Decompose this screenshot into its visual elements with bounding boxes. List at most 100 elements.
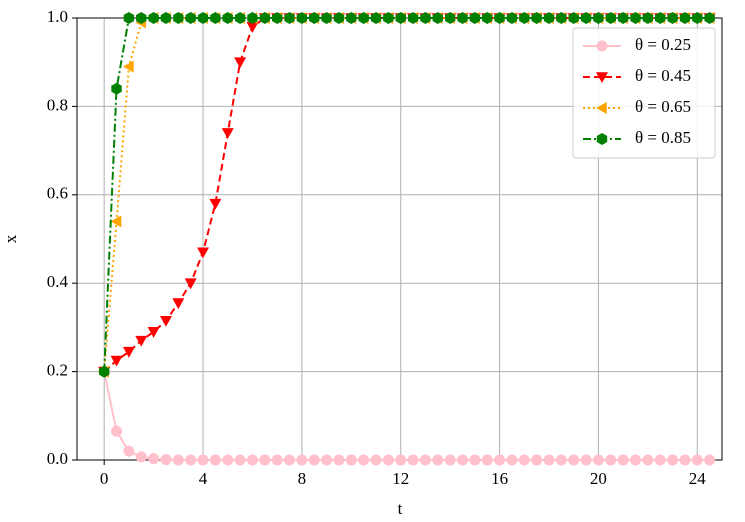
data-point xyxy=(679,12,691,24)
data-point xyxy=(309,12,320,24)
data-point xyxy=(630,454,642,466)
data-point xyxy=(209,198,222,210)
y-tick-label: 0.2 xyxy=(47,361,68,380)
data-point xyxy=(580,12,592,24)
data-point xyxy=(209,454,221,466)
data-point xyxy=(642,454,654,466)
legend-label: θ = 0.85 xyxy=(635,128,691,147)
data-point xyxy=(692,12,703,24)
data-point xyxy=(407,12,419,24)
data-point xyxy=(159,315,172,327)
data-point xyxy=(383,12,394,24)
data-point xyxy=(407,454,419,466)
x-tick-label: 4 xyxy=(199,469,208,488)
series-line xyxy=(103,371,710,461)
data-point xyxy=(679,454,691,466)
data-point xyxy=(605,12,616,24)
data-point xyxy=(173,12,184,24)
data-point xyxy=(185,12,196,24)
data-point xyxy=(246,22,259,33)
data-point xyxy=(358,454,370,466)
data-point xyxy=(197,454,209,466)
legend-label: θ = 0.25 xyxy=(635,35,691,54)
data-point xyxy=(333,454,345,466)
data-point xyxy=(110,355,123,367)
data-point xyxy=(382,454,394,466)
data-point xyxy=(296,454,308,466)
x-tick-label: 16 xyxy=(491,469,508,488)
data-point xyxy=(135,451,147,463)
data-point xyxy=(457,12,468,24)
series xyxy=(98,12,715,378)
data-point xyxy=(160,454,172,466)
data-point xyxy=(506,454,518,466)
data-point xyxy=(543,12,555,24)
data-point xyxy=(222,12,233,24)
data-point xyxy=(358,12,369,24)
y-tick-label: 0.6 xyxy=(47,184,68,203)
data-point xyxy=(617,12,629,24)
data-point xyxy=(122,346,135,358)
data-point xyxy=(147,327,160,338)
data-point xyxy=(605,454,617,466)
data-point xyxy=(667,12,678,24)
data-point xyxy=(110,215,122,228)
data-point xyxy=(556,12,567,24)
x-tick-label: 12 xyxy=(392,469,409,488)
x-axis-label: t xyxy=(398,499,403,518)
y-axis-label: x xyxy=(1,234,20,243)
legend-label: θ = 0.65 xyxy=(635,97,691,116)
x-tick-label: 20 xyxy=(590,469,607,488)
x-tick-label: 0 xyxy=(100,469,109,488)
data-point xyxy=(630,12,641,24)
data-point xyxy=(148,12,159,24)
legend-label: θ = 0.45 xyxy=(635,66,691,85)
y-tick-label: 0.0 xyxy=(47,449,68,468)
data-point xyxy=(555,454,567,466)
data-point xyxy=(469,12,481,24)
data-point xyxy=(642,12,654,24)
data-point xyxy=(655,12,666,24)
data-point xyxy=(122,60,134,73)
data-point xyxy=(271,12,283,24)
data-point xyxy=(321,12,332,24)
data-point xyxy=(160,12,172,24)
data-point xyxy=(222,454,234,466)
data-point xyxy=(346,12,357,24)
data-point xyxy=(197,12,209,24)
data-point xyxy=(221,128,234,139)
data-point xyxy=(580,454,592,466)
data-point xyxy=(654,454,666,466)
data-point xyxy=(494,454,506,466)
data-point xyxy=(172,454,184,466)
data-point xyxy=(568,12,579,24)
data-point xyxy=(247,12,258,24)
data-point xyxy=(184,278,197,290)
data-point xyxy=(321,454,333,466)
data-point xyxy=(420,12,431,24)
data-point xyxy=(333,12,345,24)
data-point xyxy=(259,454,271,466)
legend-marker xyxy=(596,40,608,52)
data-point xyxy=(617,454,629,466)
data-point xyxy=(704,12,715,24)
data-point xyxy=(246,454,258,466)
data-point xyxy=(284,454,296,466)
data-point xyxy=(518,454,530,466)
legend-box xyxy=(572,27,716,159)
data-point xyxy=(691,454,703,466)
data-point xyxy=(419,454,431,466)
legend: θ = 0.25 θ = 0.45 θ = 0.65 θ = 0.85 xyxy=(572,27,716,159)
y-tick-label: 1.0 xyxy=(47,7,68,26)
data-point xyxy=(704,454,716,466)
data-point xyxy=(98,365,110,378)
data-point xyxy=(531,454,543,466)
data-point xyxy=(135,335,148,347)
data-point xyxy=(444,454,456,466)
data-point xyxy=(469,454,481,466)
data-point xyxy=(123,445,135,457)
y-tick-label: 0.4 xyxy=(47,272,69,291)
data-point xyxy=(259,12,271,24)
data-point xyxy=(370,454,382,466)
